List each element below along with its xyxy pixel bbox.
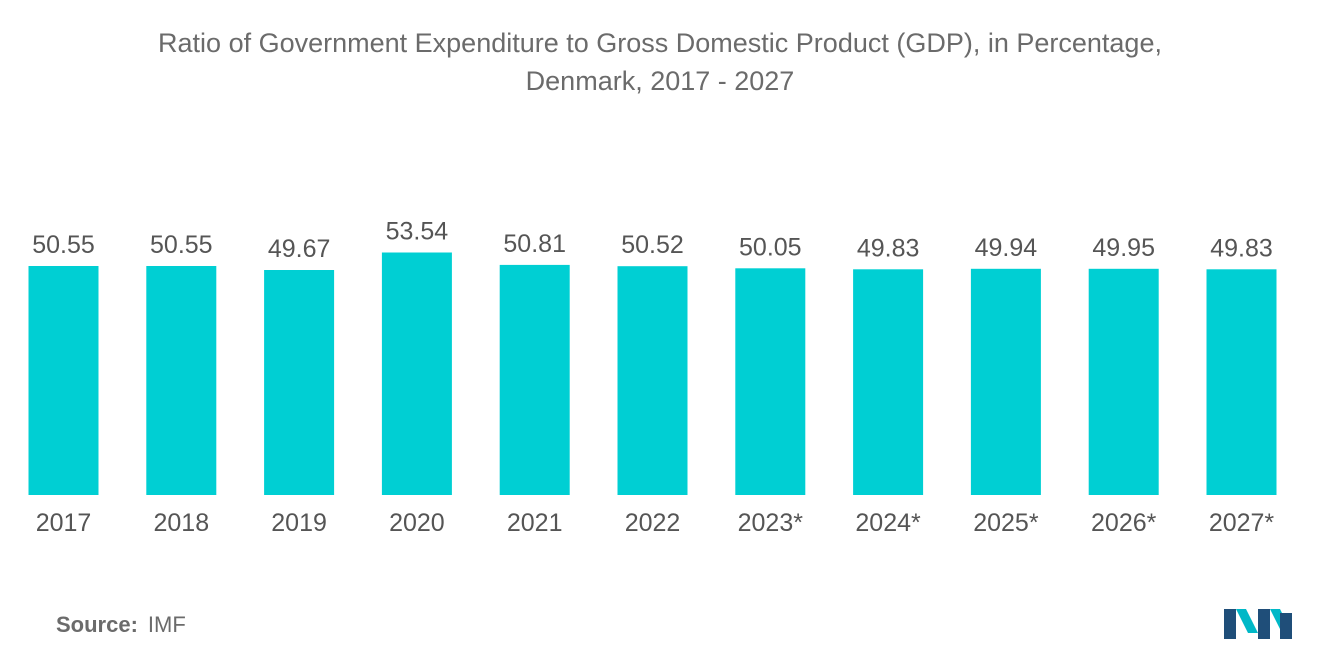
- mordor-intelligence-logo-icon: [1224, 609, 1292, 639]
- value-label: 50.55: [150, 231, 213, 259]
- category-label: 2026*: [1091, 509, 1157, 537]
- bar-2018: [146, 266, 217, 495]
- bar-2021: [499, 264, 570, 495]
- chart-title-line-1: Ratio of Government Expenditure to Gross…: [158, 28, 1162, 58]
- bar-2026-forecast: [1088, 268, 1159, 495]
- bar-chart: 50.55 2017 50.55 2018 49.67 2019 53.54 2020 50.8…: [28, 218, 1277, 537]
- source-label: Source:: [56, 612, 138, 637]
- category-label: 2017: [36, 509, 92, 537]
- bar-2019: [264, 270, 335, 495]
- source-value: IMF: [147, 612, 186, 637]
- bar-2017: [28, 266, 99, 495]
- value-label: 50.55: [32, 231, 95, 259]
- bar-2020: [381, 252, 452, 495]
- bar-2024-forecast: [853, 269, 924, 495]
- chart-title: Ratio of Government Expenditure to Gross…: [0, 24, 1320, 100]
- bar-2027-forecast: [1206, 269, 1277, 495]
- category-label: 2018: [153, 509, 209, 537]
- source-note: Source: IMF: [56, 612, 186, 638]
- value-label: 49.67: [268, 235, 331, 263]
- value-label: 50.81: [503, 230, 566, 258]
- bar-2022: [617, 266, 688, 495]
- category-label: 2022: [625, 509, 681, 537]
- category-label: 2021: [507, 509, 563, 537]
- category-label: 2025*: [973, 509, 1039, 537]
- bar-2025-forecast: [970, 268, 1041, 495]
- value-label: 50.05: [739, 233, 802, 261]
- category-label: 2024*: [855, 509, 921, 537]
- category-label: 2023*: [738, 509, 804, 537]
- chart-title-line-2: Denmark, 2017 - 2027: [525, 66, 795, 96]
- category-label: 2027*: [1209, 509, 1275, 537]
- value-label: 50.52: [621, 231, 684, 259]
- value-label: 49.83: [1210, 234, 1273, 262]
- category-label: 2019: [271, 509, 327, 537]
- value-label: 49.94: [975, 234, 1038, 262]
- value-label: 53.54: [386, 218, 449, 246]
- bar-2023-forecast: [735, 268, 806, 495]
- value-label: 49.83: [857, 234, 920, 262]
- category-label: 2020: [389, 509, 445, 537]
- value-label: 49.95: [1092, 234, 1155, 262]
